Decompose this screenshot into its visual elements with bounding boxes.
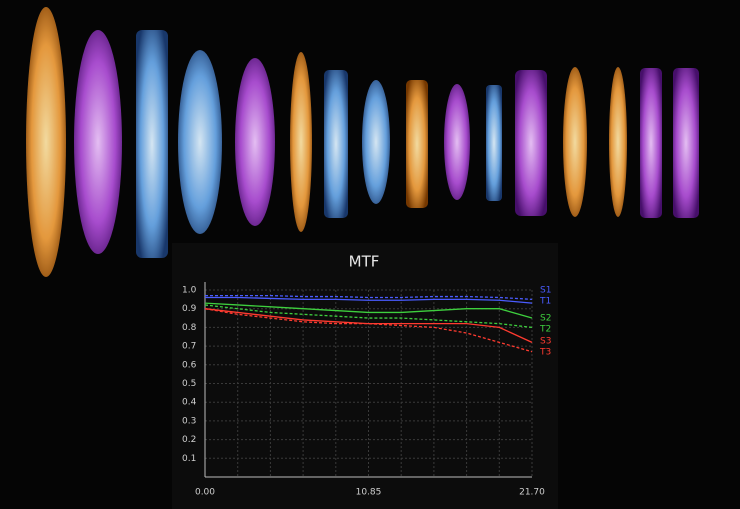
series-line [204,302,533,319]
series-line [204,308,533,343]
lens [406,80,428,208]
y-tick-label: 0.2 [182,435,196,445]
y-tick-label: 0.9 [182,304,197,314]
y-tick-label: 0.1 [182,454,196,464]
chart-panel [172,243,558,509]
lens [609,67,627,217]
series-line [204,308,533,353]
lens [444,84,470,200]
chart-title: MTF [349,253,380,271]
lens [673,68,699,218]
x-tick-label: 0.00 [195,488,215,498]
lens [136,30,168,258]
lens-row [26,7,699,277]
legend-label: S1 [540,286,551,296]
y-tick-label: 0.5 [182,379,196,389]
x-tick-label: 10.85 [356,488,382,498]
lens [178,50,222,234]
legend-label: T2 [539,325,551,335]
lens [486,85,502,201]
x-tick-label: 21.70 [519,488,545,498]
series-line [205,294,533,300]
lens [324,70,348,218]
lens [563,67,587,217]
lens [290,52,312,232]
lens [515,70,547,216]
lens [640,68,662,218]
legend-label: T1 [539,297,551,307]
lens [235,58,275,226]
y-tick-label: 0.4 [182,398,197,408]
legend-label: T3 [539,348,551,358]
lens [26,7,66,277]
series-line [205,296,533,304]
lens [362,80,390,204]
legend-label: S2 [540,314,551,324]
y-tick-label: 0.3 [182,416,196,426]
y-tick-label: 0.7 [182,342,196,352]
y-tick-label: 0.8 [182,323,197,333]
y-tick-label: 0.6 [182,360,197,370]
legend-label: S3 [540,337,551,347]
y-tick-label: 1.0 [182,286,197,296]
lens [74,30,122,254]
